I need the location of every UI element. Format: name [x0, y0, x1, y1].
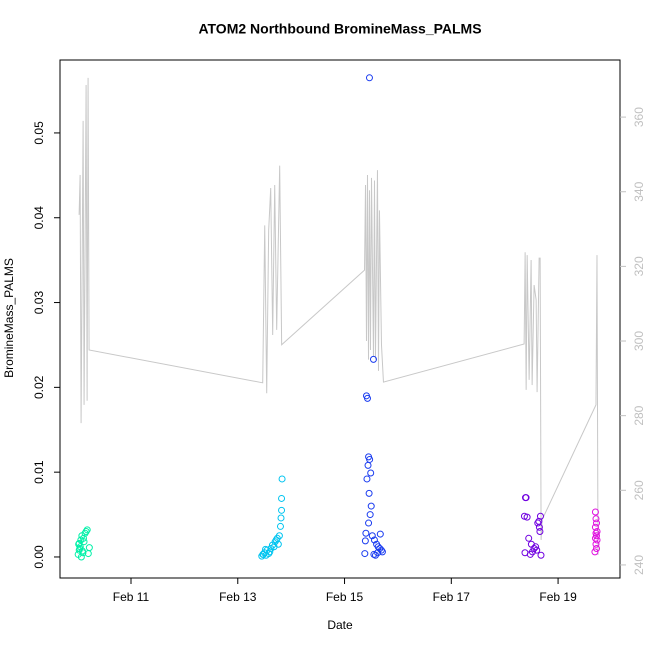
point — [278, 475, 286, 483]
point — [82, 528, 90, 536]
y-tick-label: 0.02 — [32, 375, 46, 399]
point — [363, 394, 371, 402]
point — [365, 519, 373, 527]
point — [536, 528, 544, 536]
x-tick-label: Feb 15 — [326, 590, 364, 604]
x-axis-label: Date — [327, 618, 353, 632]
point — [525, 534, 533, 542]
point — [591, 548, 599, 556]
plot-frame — [59, 59, 621, 579]
point — [522, 494, 530, 502]
x-tick-label: Feb 17 — [433, 590, 471, 604]
point — [275, 532, 283, 540]
point — [592, 529, 600, 537]
point — [593, 536, 601, 544]
point — [592, 515, 600, 523]
y2-tick-label: 260 — [632, 480, 646, 500]
point — [593, 519, 601, 527]
point — [592, 540, 600, 548]
point — [374, 549, 382, 557]
point — [536, 512, 544, 520]
y2-tick-label: 300 — [632, 331, 646, 351]
point — [276, 522, 284, 530]
point — [83, 526, 91, 534]
point — [591, 508, 599, 516]
y2-tick-label: 240 — [632, 555, 646, 575]
point — [370, 536, 378, 544]
point — [593, 528, 601, 536]
point — [75, 539, 83, 547]
point — [361, 537, 369, 545]
point — [376, 530, 384, 538]
y-tick-label: 0.03 — [32, 291, 46, 315]
point — [364, 461, 372, 469]
y2-tick-label: 340 — [632, 181, 646, 201]
point — [532, 543, 540, 551]
point — [366, 511, 374, 519]
x-tick-label: Feb 11 — [113, 590, 150, 604]
point — [593, 544, 601, 552]
point — [367, 502, 375, 510]
y2-tick-label: 320 — [632, 256, 646, 276]
point — [363, 475, 371, 483]
point — [78, 547, 86, 555]
point — [533, 546, 541, 554]
point — [367, 469, 375, 477]
point — [528, 548, 536, 556]
point — [259, 550, 267, 558]
point — [274, 540, 282, 548]
point — [369, 355, 377, 363]
chart-title: ATOM2 Northbound BromineMass_PALMS — [198, 21, 481, 37]
point — [362, 529, 370, 537]
y-tick-label: 0.04 — [32, 206, 46, 230]
y-tick-label: 0.00 — [32, 545, 46, 569]
y2-tick-label: 280 — [632, 405, 646, 425]
point — [79, 534, 87, 542]
point — [85, 544, 93, 552]
point — [523, 513, 531, 521]
point — [365, 74, 373, 82]
x-tick-label: Feb 19 — [539, 590, 577, 604]
point — [378, 548, 386, 556]
point — [537, 551, 545, 559]
point — [81, 529, 89, 537]
point — [368, 532, 376, 540]
y-tick-label: 0.01 — [32, 460, 46, 484]
point — [534, 519, 542, 527]
point — [278, 494, 286, 502]
point — [278, 506, 286, 514]
x-tick-label: Feb 13 — [219, 590, 257, 604]
y2-tick-label: 360 — [632, 107, 646, 127]
line-series — [78, 77, 599, 555]
y-axis-label: BromineMass_PALMS — [2, 258, 16, 378]
point — [80, 538, 88, 546]
point — [535, 523, 543, 531]
y-tick-label: 0.05 — [32, 121, 46, 145]
point — [365, 489, 373, 497]
point — [361, 550, 369, 558]
point — [277, 514, 285, 522]
